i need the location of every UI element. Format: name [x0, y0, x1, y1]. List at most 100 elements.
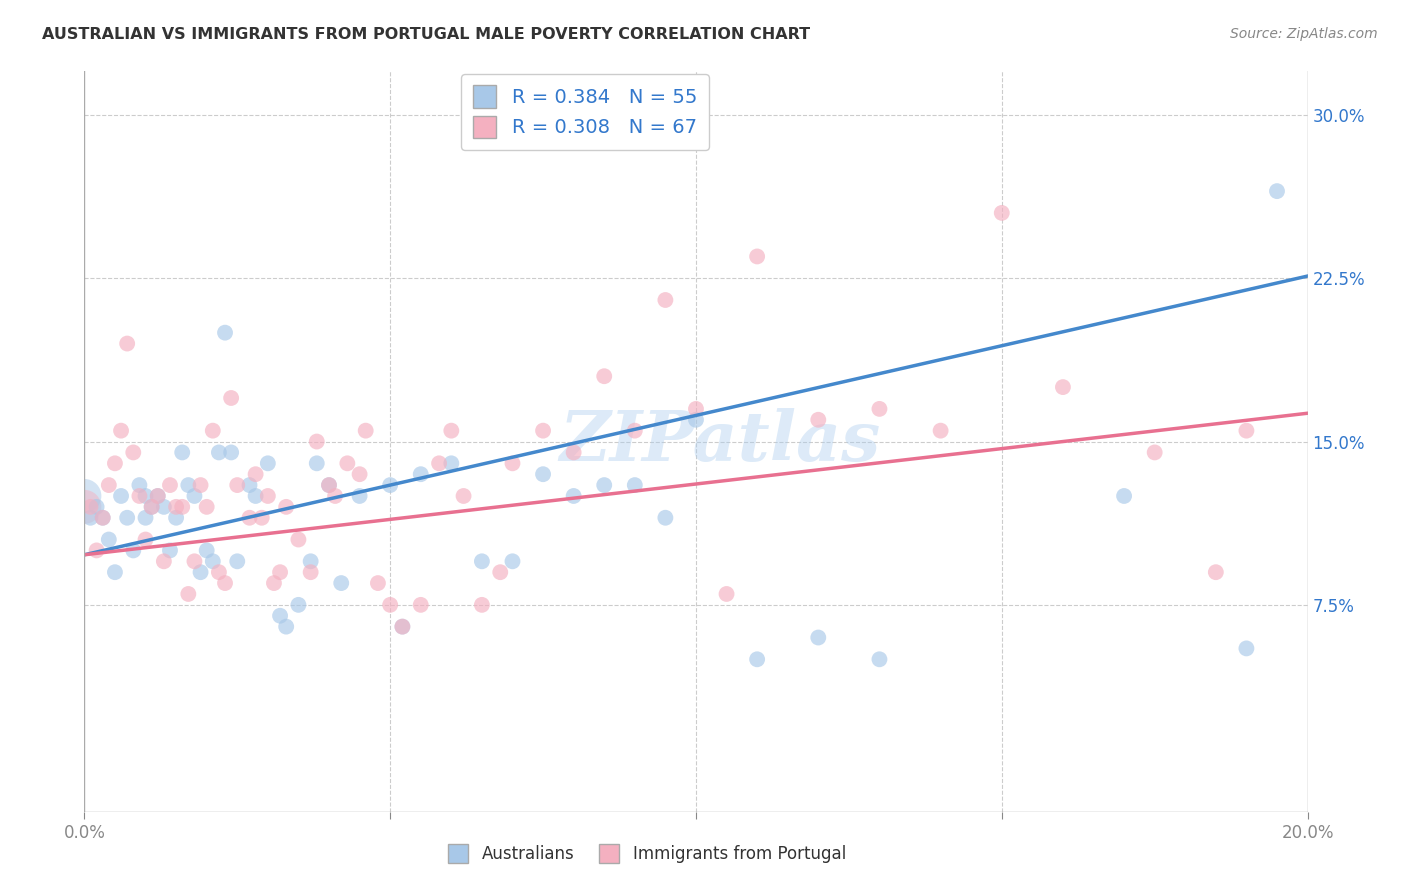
Point: [128, 478, 150, 492]
Point: [153, 500, 176, 514]
Point: [716, 587, 738, 601]
Point: [73, 489, 96, 503]
Point: [502, 554, 524, 568]
Point: [349, 489, 371, 503]
Point: [263, 576, 285, 591]
Point: [172, 500, 194, 514]
Point: [489, 565, 512, 579]
Point: [562, 445, 585, 459]
Point: [1236, 424, 1258, 438]
Point: [276, 619, 298, 633]
Point: [110, 489, 132, 503]
Point: [427, 456, 450, 470]
Point: [440, 424, 463, 438]
Point: [135, 510, 157, 524]
Point: [128, 489, 150, 503]
Point: [165, 500, 187, 514]
Point: [97, 533, 120, 547]
Point: [354, 424, 377, 438]
Point: [135, 533, 157, 547]
Point: [250, 510, 273, 524]
Point: [624, 424, 647, 438]
Point: [391, 619, 413, 633]
Point: [79, 500, 101, 514]
Point: [685, 413, 707, 427]
Point: [172, 445, 194, 459]
Point: [135, 489, 157, 503]
Point: [318, 478, 340, 492]
Point: [219, 391, 242, 405]
Point: [146, 489, 169, 503]
Point: [1205, 565, 1227, 579]
Point: [269, 608, 291, 623]
Point: [453, 489, 475, 503]
Point: [183, 554, 205, 568]
Point: [593, 478, 616, 492]
Point: [562, 489, 585, 503]
Point: [305, 456, 328, 470]
Point: [97, 478, 120, 492]
Point: [330, 576, 353, 591]
Point: [238, 478, 260, 492]
Point: [1236, 641, 1258, 656]
Point: [177, 478, 200, 492]
Point: [471, 598, 494, 612]
Point: [299, 565, 322, 579]
Point: [153, 554, 176, 568]
Point: [201, 424, 224, 438]
Point: [190, 565, 212, 579]
Point: [1052, 380, 1074, 394]
Point: [287, 598, 309, 612]
Point: [122, 445, 145, 459]
Point: [86, 543, 108, 558]
Point: [367, 576, 389, 591]
Point: [318, 478, 340, 492]
Point: [226, 478, 249, 492]
Point: [685, 401, 707, 416]
Point: [323, 489, 346, 503]
Point: [208, 565, 231, 579]
Legend: Australians, Immigrants from Portugal: Australians, Immigrants from Portugal: [441, 838, 852, 870]
Point: [747, 652, 769, 666]
Point: [195, 500, 218, 514]
Point: [91, 510, 114, 524]
Point: [146, 489, 169, 503]
Point: [91, 510, 114, 524]
Point: [349, 467, 371, 482]
Point: [1143, 445, 1166, 459]
Point: [869, 652, 891, 666]
Text: AUSTRALIAN VS IMMIGRANTS FROM PORTUGAL MALE POVERTY CORRELATION CHART: AUSTRALIAN VS IMMIGRANTS FROM PORTUGAL M…: [42, 27, 810, 42]
Point: [869, 401, 891, 416]
Point: [141, 500, 163, 514]
Point: [159, 478, 181, 492]
Point: [245, 467, 267, 482]
Point: [183, 489, 205, 503]
Point: [747, 250, 769, 264]
Point: [201, 554, 224, 568]
Point: [336, 456, 359, 470]
Point: [269, 565, 291, 579]
Point: [214, 576, 236, 591]
Point: [219, 445, 242, 459]
Point: [391, 619, 413, 633]
Point: [654, 293, 676, 307]
Point: [257, 456, 280, 470]
Text: ZIPatlas: ZIPatlas: [560, 408, 882, 475]
Point: [991, 206, 1014, 220]
Point: [409, 598, 432, 612]
Point: [110, 424, 132, 438]
Point: [807, 631, 830, 645]
Point: [122, 543, 145, 558]
Point: [214, 326, 236, 340]
Point: [276, 500, 298, 514]
Point: [190, 478, 212, 492]
Point: [165, 510, 187, 524]
Point: [380, 598, 402, 612]
Point: [73, 500, 96, 514]
Point: [1114, 489, 1136, 503]
Point: [380, 478, 402, 492]
Point: [287, 533, 309, 547]
Point: [471, 554, 494, 568]
Point: [531, 424, 554, 438]
Point: [440, 456, 463, 470]
